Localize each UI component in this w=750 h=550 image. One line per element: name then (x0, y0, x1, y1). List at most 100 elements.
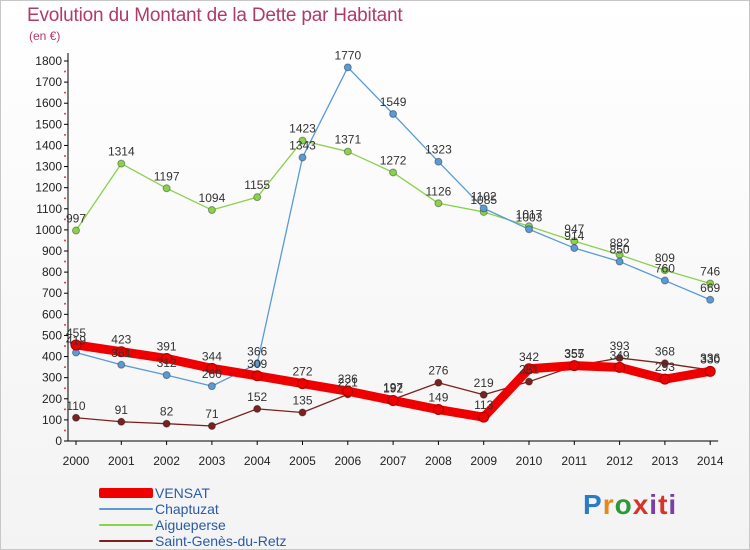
data-label: 1085 (470, 193, 497, 207)
data-point (161, 352, 173, 364)
data-point (479, 390, 488, 399)
chart-title: Evolution du Montant de la Dette par Hab… (27, 5, 403, 26)
data-label: 419 (66, 334, 86, 348)
data-point (615, 354, 624, 363)
y-minor-tick (64, 281, 66, 284)
data-label: 344 (202, 349, 222, 363)
data-point (659, 373, 671, 385)
y-minor-tick (64, 197, 66, 200)
y-tick-label: 500 (42, 328, 62, 342)
data-point (432, 404, 444, 416)
data-point (660, 359, 669, 368)
data-point (117, 159, 126, 168)
data-point (434, 378, 443, 387)
data-label: 293 (655, 360, 675, 374)
data-point (207, 422, 216, 431)
data-point (704, 365, 716, 377)
data-point (615, 257, 624, 266)
data-label: 152 (247, 390, 267, 404)
data-label: 1314 (108, 145, 135, 159)
data-point (253, 404, 262, 413)
data-label: 82 (160, 405, 174, 419)
data-label: 312 (157, 356, 177, 370)
data-label: 361 (111, 346, 131, 360)
data-point (434, 157, 443, 166)
legend-item: VENSAT (99, 485, 359, 501)
data-label: 221 (338, 375, 358, 389)
y-minor-tick (64, 408, 66, 411)
legend-item: Chaptuzat (99, 501, 359, 517)
data-label: 309 (247, 357, 267, 371)
data-label: 455 (66, 326, 86, 340)
data-point (162, 419, 171, 428)
y-tick-label: 200 (42, 392, 62, 406)
data-point (389, 109, 398, 118)
y-minor-tick (64, 176, 66, 179)
y-tick-label: 700 (42, 286, 62, 300)
data-label: 260 (202, 367, 222, 381)
y-tick-label: 1100 (36, 202, 62, 216)
data-point (253, 193, 262, 202)
data-point (389, 168, 398, 177)
x-tick-label: 2014 (697, 454, 724, 468)
data-label: 947 (564, 222, 584, 236)
x-tick-label: 2002 (153, 454, 180, 468)
data-label: 219 (474, 376, 494, 390)
data-point (706, 279, 715, 288)
y-minor-tick (64, 260, 66, 263)
data-label: 342 (519, 350, 539, 364)
data-point (387, 394, 399, 406)
data-point (206, 362, 218, 374)
data-label: 1155 (244, 178, 270, 192)
legend-label: Chaptuzat (155, 501, 219, 517)
x-tick-label: 2005 (289, 454, 316, 468)
data-label: 1323 (425, 143, 452, 157)
data-label: 368 (655, 344, 675, 358)
data-point (343, 63, 352, 72)
y-tick-label: 300 (42, 371, 62, 385)
data-point (479, 204, 488, 213)
legend-swatch (99, 488, 153, 498)
y-minor-tick (64, 91, 66, 94)
data-label: 1770 (334, 48, 361, 62)
legend-label: Aigueperse (155, 517, 226, 533)
y-tick-label: 1600 (35, 96, 62, 110)
y-minor-tick (64, 155, 66, 157)
data-label: 1126 (425, 184, 451, 198)
data-label: 366 (247, 345, 267, 359)
x-tick-label: 2011 (561, 454, 587, 468)
data-label: 276 (428, 364, 448, 378)
proxiti-logo: Proxiti (583, 489, 678, 520)
x-tick-label: 2013 (652, 454, 679, 468)
x-tick-label: 2004 (244, 454, 271, 468)
legend-item: Aigueperse (99, 517, 359, 533)
data-label: 1371 (334, 133, 361, 147)
y-tick-label: 900 (42, 244, 62, 258)
data-label: 110 (66, 399, 85, 413)
data-label: 1549 (380, 95, 407, 109)
data-point (72, 226, 80, 235)
data-point (570, 244, 579, 253)
data-label: 850 (610, 243, 630, 257)
legend-label: VENSAT (155, 485, 210, 501)
legend-swatch (99, 508, 153, 510)
data-point (207, 206, 216, 215)
data-point (343, 147, 352, 156)
y-minor-tick (64, 429, 66, 432)
y-tick-label: 100 (42, 413, 62, 427)
data-label: 355 (564, 347, 584, 361)
data-point (706, 295, 715, 304)
data-label: 391 (157, 339, 177, 353)
data-point (253, 359, 262, 368)
data-label: 357 (564, 347, 584, 361)
data-label: 1102 (471, 189, 497, 203)
x-tick-label: 2010 (516, 454, 543, 468)
data-point (297, 378, 308, 390)
y-tick-label: 1800 (35, 54, 62, 68)
data-point (523, 363, 535, 375)
data-point (660, 276, 669, 285)
y-minor-tick (64, 239, 66, 242)
x-tick-label: 2009 (470, 454, 497, 468)
x-tick-label: 2006 (334, 454, 361, 468)
